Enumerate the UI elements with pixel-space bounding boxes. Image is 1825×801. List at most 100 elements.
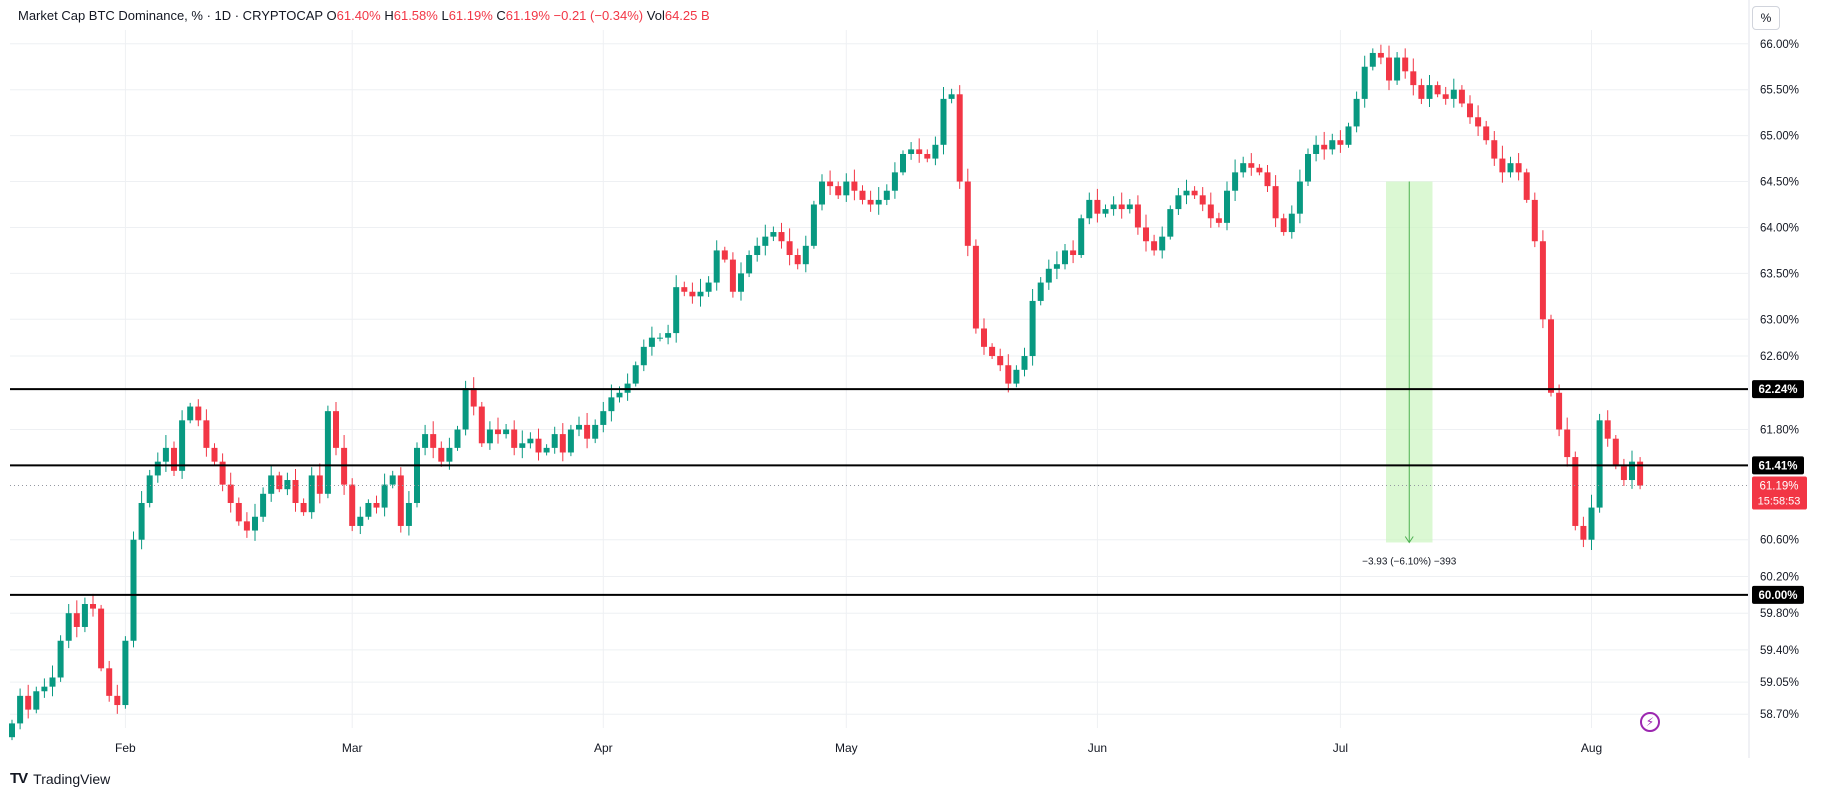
y-tick-label: 64.50% (1760, 177, 1799, 189)
y-tick-label: 59.05% (1760, 677, 1799, 689)
candle-body (1572, 457, 1579, 526)
candle-body (997, 356, 1004, 366)
candle-body (1629, 461, 1635, 481)
candle-body (57, 640, 64, 678)
candle-body (90, 604, 96, 609)
y-tick-label: 64.00% (1760, 222, 1799, 234)
candle-body (454, 429, 461, 448)
candle-body (1450, 89, 1457, 99)
candle-body (1013, 369, 1020, 384)
y-tick-label: 58.70% (1760, 709, 1799, 721)
candle-body (25, 695, 32, 710)
candle-body (738, 273, 744, 292)
candle-body (1029, 300, 1036, 357)
candle-body (989, 346, 996, 357)
candle-body (503, 429, 510, 435)
candle-body (49, 677, 56, 687)
candle-body (559, 434, 566, 453)
candle-body (1005, 365, 1012, 384)
candle-body (746, 255, 753, 274)
candle-body (1248, 163, 1255, 168)
candle-body (1207, 204, 1214, 219)
candle-body (608, 397, 615, 412)
candle-body (810, 204, 817, 246)
candle-body (932, 144, 939, 159)
x-tick-label: May (835, 741, 858, 755)
candle-body (567, 429, 574, 453)
low-value: 61.19% (448, 8, 493, 23)
candle-body (381, 484, 388, 508)
candle-body (1637, 461, 1644, 486)
candle-body (1434, 85, 1441, 95)
candle-body (1232, 172, 1239, 191)
lightning-icon[interactable]: ⚡ (1640, 712, 1660, 732)
candle-body (1612, 438, 1619, 467)
candle-body (33, 691, 40, 710)
candle-body (203, 420, 210, 448)
tradingview-brand[interactable]: TV TradingView (10, 770, 110, 787)
percent-scale-button[interactable]: % (1752, 6, 1780, 30)
candle-body (1426, 85, 1433, 99)
candle-body (875, 199, 882, 205)
candle-body (697, 291, 704, 297)
candle-body (770, 232, 777, 237)
high-value: 61.58% (393, 8, 438, 23)
candle-body (924, 153, 931, 159)
y-tick-label: 63.00% (1760, 314, 1799, 326)
candle-body (1175, 195, 1182, 210)
candle-body (227, 484, 234, 503)
candle-body (964, 181, 971, 246)
candle-body (373, 502, 380, 508)
candle-body (478, 406, 485, 444)
candle-body (859, 190, 866, 200)
y-tick-label: 63.50% (1760, 268, 1799, 280)
candle-body (1337, 140, 1344, 145)
candle-body (576, 424, 582, 430)
candle-body (883, 190, 890, 200)
y-tick-label: 61.80% (1760, 425, 1799, 437)
symbol-title[interactable]: Market Cap BTC Dominance, % · 1D · CRYPT… (18, 8, 323, 23)
candle-body (154, 461, 161, 476)
candle-body (1305, 153, 1311, 182)
candle-body (1021, 356, 1028, 370)
candle-body (9, 723, 15, 738)
candle-body (1224, 190, 1230, 223)
candle-body (1199, 195, 1206, 205)
candle-body (713, 250, 720, 283)
candle-body (754, 245, 761, 256)
candle-body (1288, 213, 1295, 233)
candle-body (292, 480, 299, 503)
candle-body (1548, 319, 1554, 393)
candle-body (98, 608, 105, 669)
candle-body (1467, 103, 1473, 118)
candle-body (657, 337, 663, 339)
candle-body (1110, 204, 1117, 210)
candle-body (17, 695, 24, 724)
chart-header: Market Cap BTC Dominance, % · 1D · CRYPT… (18, 8, 710, 23)
candle-body (916, 149, 923, 154)
candle-body (940, 98, 947, 145)
candle-body (1296, 181, 1303, 214)
candle-body (1086, 199, 1093, 219)
candle-body (397, 475, 404, 526)
candle-body (1491, 140, 1498, 159)
candle-body (705, 282, 712, 292)
x-tick-label: Jun (1088, 741, 1107, 755)
candle-body (956, 94, 963, 182)
candle-body (324, 411, 331, 494)
candle-body (511, 429, 518, 448)
candle-body (908, 149, 915, 154)
candle-body (1102, 209, 1109, 214)
candle-body (835, 186, 842, 196)
candle-body (1134, 204, 1141, 228)
candle-body (187, 406, 194, 421)
candle-body (1588, 507, 1595, 540)
candle-body (316, 475, 323, 494)
candle-body (1183, 190, 1190, 196)
candle-body (1410, 71, 1417, 86)
x-tick-label: Feb (115, 741, 136, 755)
candle-body (1272, 186, 1279, 219)
candle-body (600, 411, 607, 425)
